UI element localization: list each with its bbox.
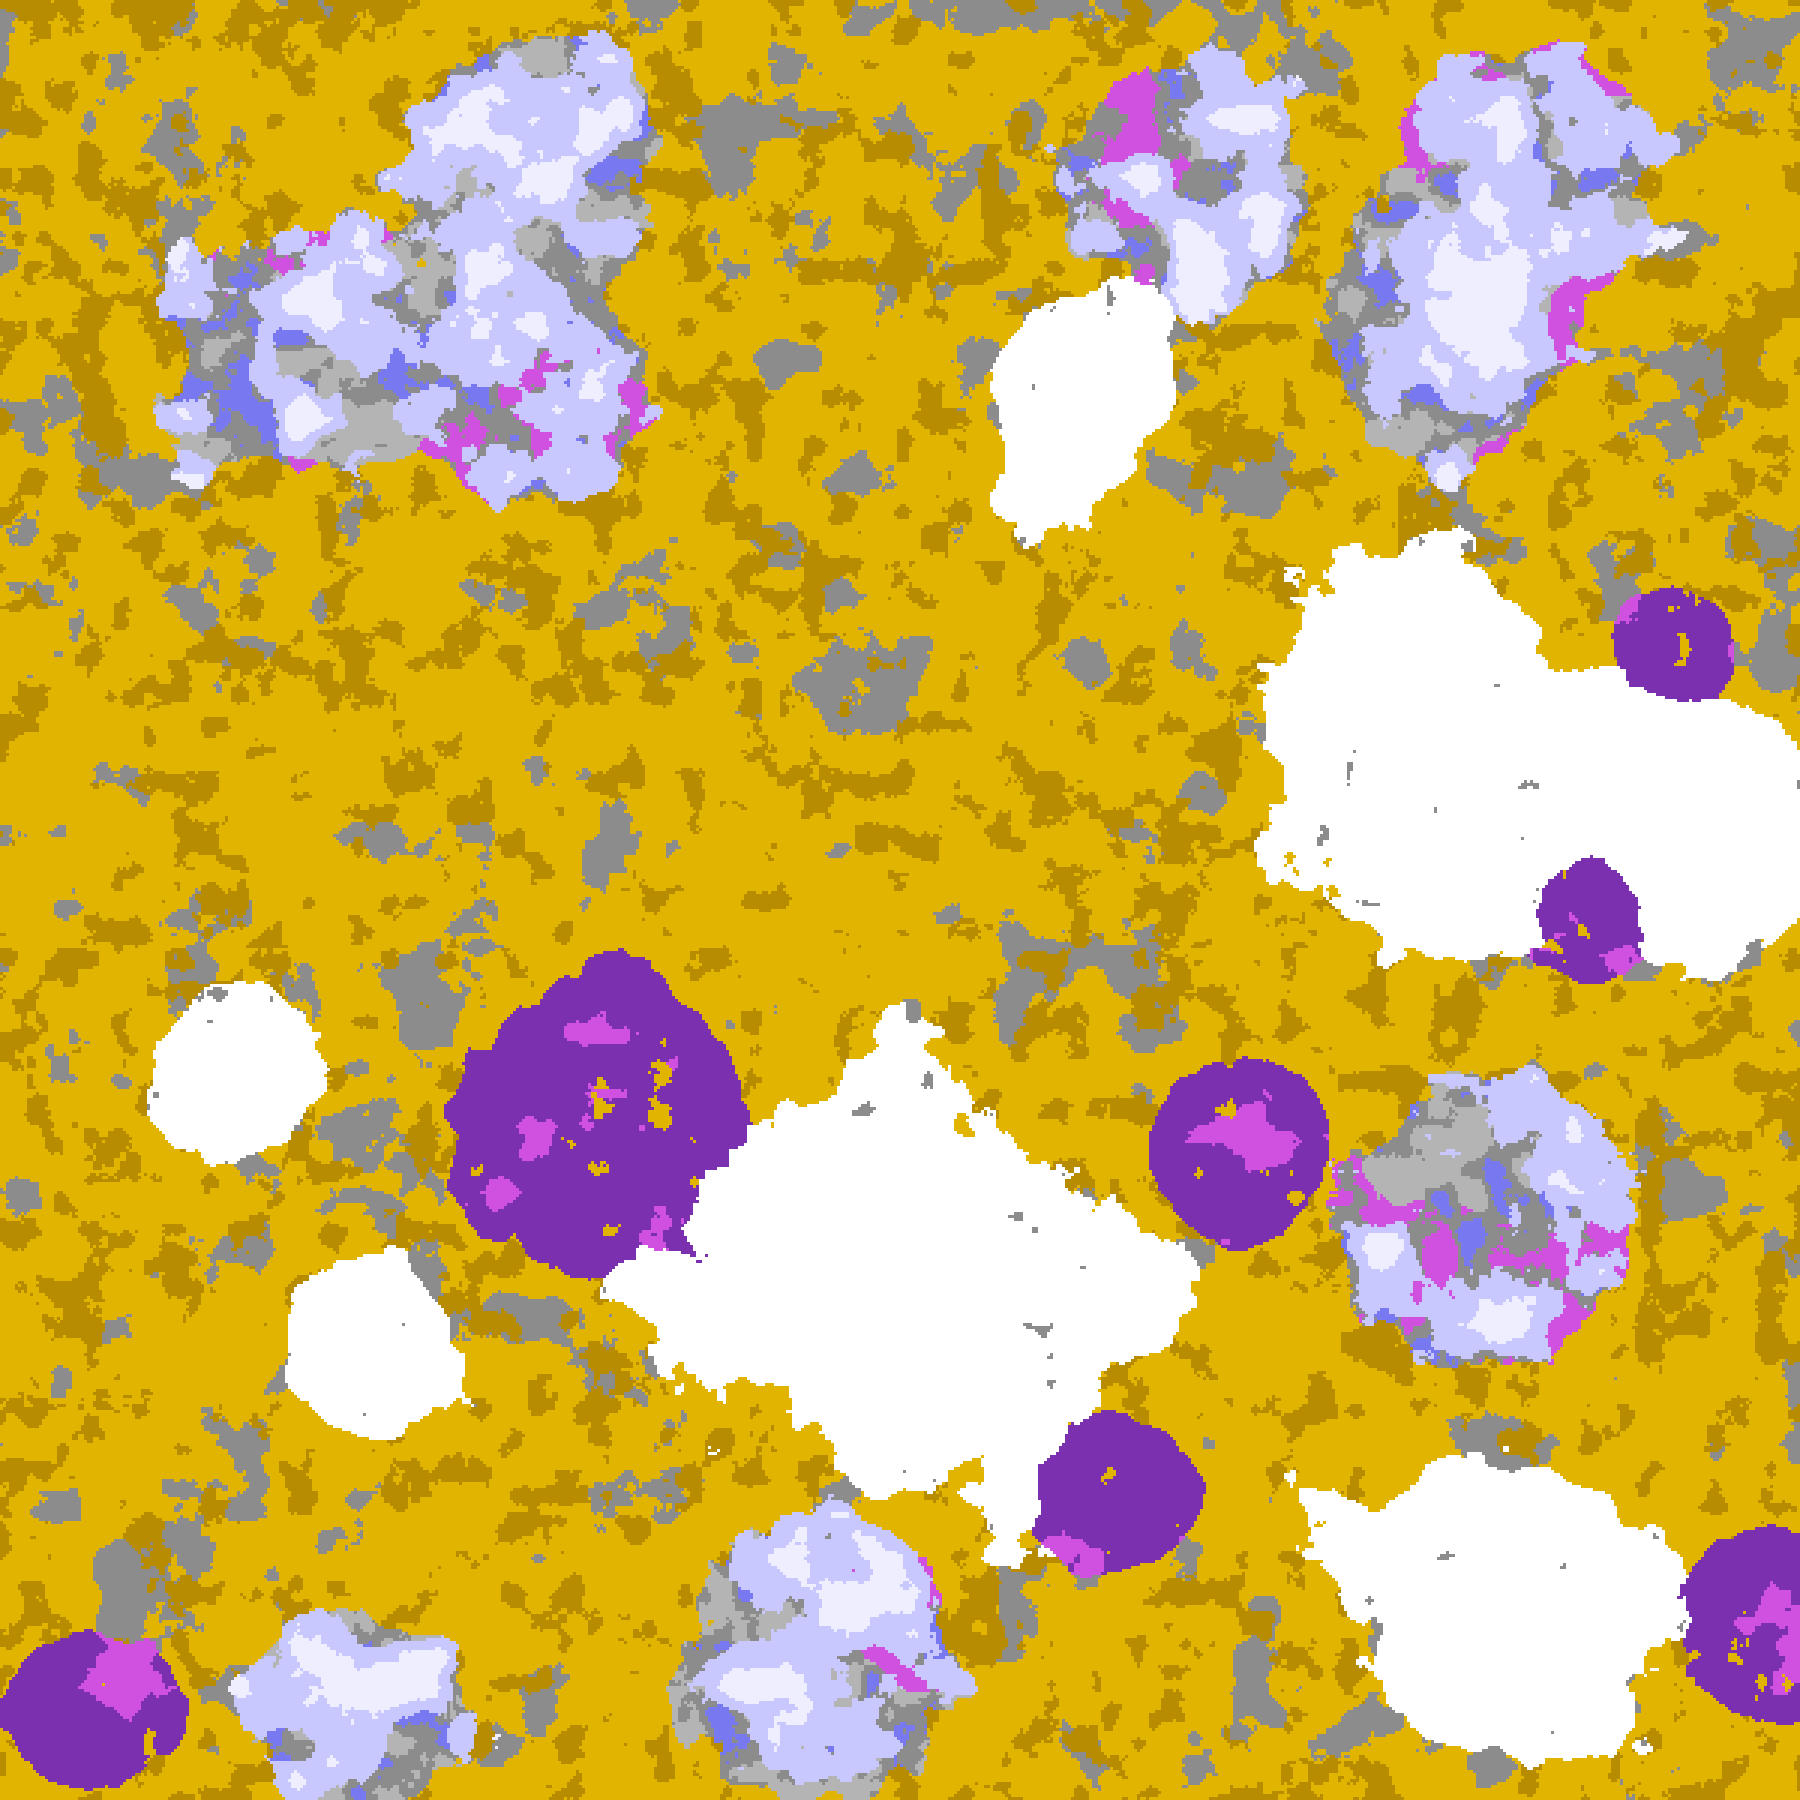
satellite-map (0, 0, 1800, 1800)
classification-raster (0, 0, 1800, 1800)
